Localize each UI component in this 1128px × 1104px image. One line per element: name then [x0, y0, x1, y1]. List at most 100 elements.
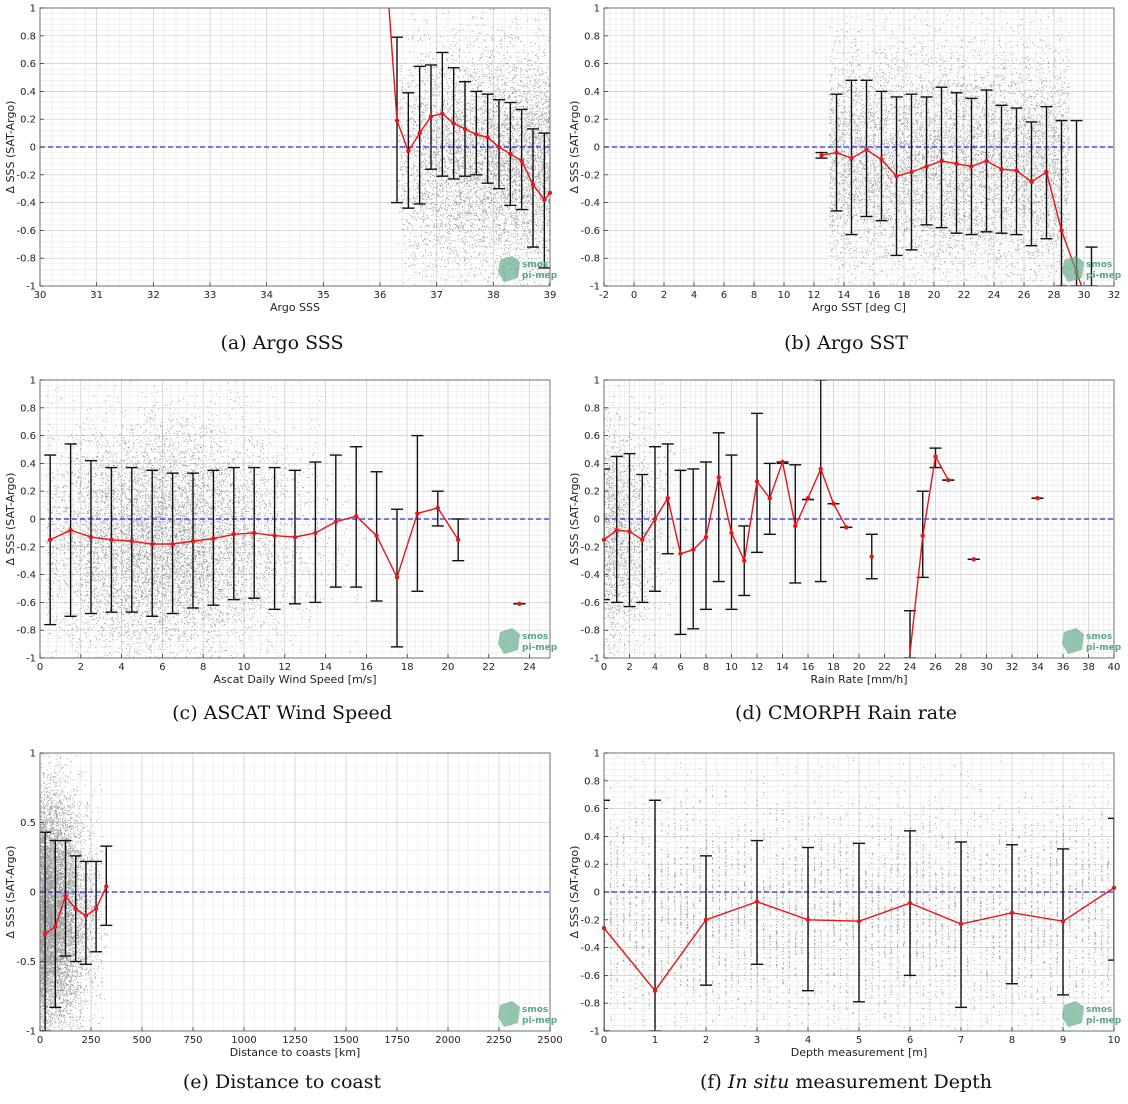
mean-point [451, 121, 456, 126]
caption-distance-coast: (e) Distance to coast [182, 1071, 382, 1093]
isolated-point [1035, 495, 1040, 501]
chart-argo-sss: 30 31 32 33 34 35 36 37 38 39 -1 -0.8 -0.6 -0.4 -0.2 0 0… [4, 4, 558, 315]
mean-point [729, 530, 734, 536]
x-tick-label: 30 [1078, 290, 1091, 301]
logo-text-2: pi-mep [1086, 643, 1122, 653]
y-tick-label: 0.4 [584, 87, 600, 98]
y-tick-label: -0.6 [16, 598, 36, 609]
x-tick-label: 14 [776, 662, 789, 673]
mean-point [958, 921, 964, 927]
scatter-points [40, 753, 108, 1031]
x-tick-label: 39 [544, 290, 557, 301]
mean-point [780, 459, 785, 465]
mean-point [530, 182, 536, 187]
mean-point [374, 533, 379, 538]
mean-point [1060, 918, 1066, 924]
y-axis-label: Δ SSS (SAT-Argo) [4, 846, 17, 939]
scatter-points [46, 380, 367, 658]
x-tick-label: 32 [1108, 290, 1121, 301]
mean-point [68, 527, 73, 533]
mean-point [805, 495, 811, 501]
y-tick-label: 0.6 [20, 431, 36, 442]
y-tick-label: 0.2 [20, 487, 36, 498]
x-tick-label: 26 [1018, 290, 1031, 301]
caption-argo-sst: (b) Argo SST [784, 332, 908, 354]
x-tick-label: 35 [317, 290, 330, 301]
error-bar [493, 99, 505, 190]
mean-point [924, 164, 929, 169]
y-axis-label: Δ SSS (SAT-Argo) [4, 473, 17, 566]
x-axis-label: Distance to coasts [km] [230, 1046, 361, 1059]
y-tick-label: -0.2 [16, 542, 36, 553]
x-axis-label: Depth measurement [m] [791, 1046, 928, 1059]
x-tick-label: 8 [200, 662, 206, 673]
y-tick-label: -1 [26, 282, 36, 293]
x-tick-label: 2250 [486, 1035, 511, 1046]
y-tick-label: -0.8 [16, 626, 36, 637]
mean-point [678, 551, 683, 556]
x-tick-label: 37 [430, 290, 443, 301]
x-tick-label: 16 [802, 662, 815, 673]
x-axis-label: Rain Rate [mm/h] [810, 673, 907, 686]
x-tick-label: 9 [1060, 1035, 1066, 1046]
y-tick-label: 0 [30, 888, 36, 899]
y-tick-label: 1 [30, 749, 36, 760]
mean-point [856, 918, 862, 924]
mean-point [954, 161, 959, 166]
mean-point [831, 501, 836, 506]
logo-text-2: pi-mep [522, 1016, 558, 1026]
caption-depth: (f) In situ measurement Depth [564, 1071, 1128, 1093]
mean-point [703, 917, 709, 922]
mean-point [406, 148, 411, 154]
x-axis-label: Argo SST [deg C] [812, 301, 906, 314]
chart-distance-coast: 0 250 500 750 1000 1250 1500 1750 2000 2250 2500 -1… [4, 749, 563, 1060]
mean-point [754, 899, 760, 904]
y-tick-label: 0.8 [584, 31, 600, 42]
x-tick-label: 22 [878, 662, 891, 673]
mean-point [844, 525, 849, 530]
x-tick-label: 8 [751, 290, 757, 301]
mean-point [292, 534, 298, 540]
logo-text-2: pi-mep [1086, 1016, 1122, 1026]
x-tick-label: 30 [980, 662, 993, 673]
x-tick-label: 4 [118, 662, 124, 673]
x-tick-label: 18 [401, 662, 414, 673]
mean-point [496, 144, 502, 150]
mean-point [435, 505, 440, 511]
mean-point [614, 527, 619, 533]
logo-text-1: smos [522, 632, 548, 642]
caption-ascat-wind: (c) ASCAT Wind Speed [172, 702, 392, 724]
x-tick-label: 16 [868, 290, 881, 301]
y-tick-label: 0.6 [584, 59, 600, 70]
y-tick-label: 1 [594, 376, 600, 387]
error-bar [1085, 246, 1098, 286]
error-bar [920, 96, 933, 226]
logo-shape [1062, 256, 1084, 282]
x-tick-label: 20 [853, 662, 866, 673]
x-tick-label: 12 [808, 290, 821, 301]
x-tick-label: 38 [487, 290, 500, 301]
x-tick-label: 24 [523, 662, 536, 673]
x-tick-label: 36 [1057, 662, 1070, 673]
x-tick-label: 20 [928, 290, 941, 301]
y-tick-label: 0.2 [584, 860, 600, 871]
mean-point [104, 884, 109, 889]
y-tick-label: 0 [30, 515, 36, 526]
y-tick-label: -0.4 [580, 198, 600, 209]
mean-point [834, 150, 839, 155]
x-tick-label: 34 [1031, 662, 1044, 673]
y-tick-label: -0.8 [580, 999, 600, 1010]
y-tick-label: -0.6 [580, 598, 600, 609]
x-tick-label: 2000 [435, 1035, 460, 1046]
x-tick-label: 500 [132, 1035, 151, 1046]
x-tick-label: 40 [1108, 662, 1121, 673]
mean-point [417, 130, 422, 136]
mean-point [354, 514, 359, 519]
y-tick-label: 0 [594, 143, 600, 154]
caption-depth-suffix: measurement Depth [789, 1071, 993, 1093]
ticks: -2 0 2 4 6 8 10 12 14 16 18 20 22 24 26 28 30 32-1-0.8-0.… [580, 4, 1120, 302]
